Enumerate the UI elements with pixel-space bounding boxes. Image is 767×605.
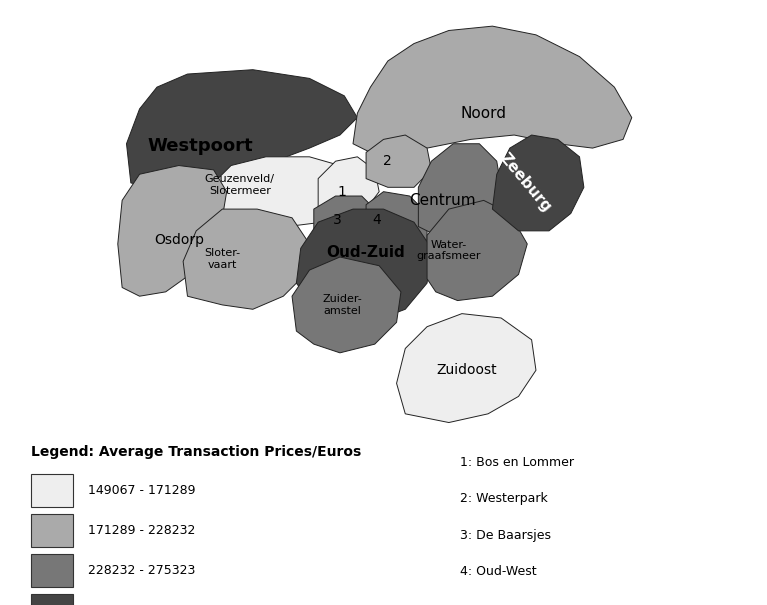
Text: Zuidoost: Zuidoost xyxy=(436,363,496,378)
Polygon shape xyxy=(118,166,227,296)
Text: 4: 4 xyxy=(373,213,381,227)
Polygon shape xyxy=(366,192,427,257)
Polygon shape xyxy=(397,313,536,422)
FancyBboxPatch shape xyxy=(31,514,73,547)
Text: 2: Westerpark: 2: Westerpark xyxy=(460,492,548,505)
FancyBboxPatch shape xyxy=(31,474,73,507)
Text: Osdorp: Osdorp xyxy=(153,232,204,247)
Text: 4: Oud-West: 4: Oud-West xyxy=(460,565,537,578)
Text: Legend: Average Transaction Prices/Euros: Legend: Average Transaction Prices/Euros xyxy=(31,445,361,459)
FancyBboxPatch shape xyxy=(31,594,73,605)
Text: 149067 - 171289: 149067 - 171289 xyxy=(88,484,196,497)
Text: 228232 - 275323: 228232 - 275323 xyxy=(88,564,196,577)
Polygon shape xyxy=(314,196,379,253)
Polygon shape xyxy=(209,157,353,226)
Text: Oud-Zuid: Oud-Zuid xyxy=(327,245,406,260)
Text: 1: 1 xyxy=(337,185,347,198)
Text: Water-
graafsmeer: Water- graafsmeer xyxy=(416,240,481,261)
Text: Westpoort: Westpoort xyxy=(148,137,253,155)
Polygon shape xyxy=(296,209,431,322)
Text: 275323 - 392098: 275323 - 392098 xyxy=(88,604,196,605)
Polygon shape xyxy=(127,70,357,188)
Polygon shape xyxy=(492,135,584,231)
Text: Noord: Noord xyxy=(461,106,507,121)
Text: Zuider-
amstel: Zuider- amstel xyxy=(322,294,362,316)
Text: 1: Bos en Lommer: 1: Bos en Lommer xyxy=(460,456,574,469)
Text: 2: 2 xyxy=(384,154,392,168)
FancyBboxPatch shape xyxy=(31,554,73,587)
Text: Zeeburg: Zeeburg xyxy=(496,151,554,215)
Text: Centrum: Centrum xyxy=(409,193,476,208)
Text: 171289 - 228232: 171289 - 228232 xyxy=(88,524,196,537)
Polygon shape xyxy=(318,157,379,214)
Polygon shape xyxy=(427,200,527,301)
Polygon shape xyxy=(183,209,309,309)
Text: 3: 3 xyxy=(334,213,342,227)
Text: Sloter-
vaart: Sloter- vaart xyxy=(204,249,240,270)
Polygon shape xyxy=(418,144,501,240)
Text: 3: De Baarsjes: 3: De Baarsjes xyxy=(460,529,551,541)
Text: Geuzenveld/
Slotermeer: Geuzenveld/ Slotermeer xyxy=(205,174,275,196)
Polygon shape xyxy=(292,257,401,353)
Polygon shape xyxy=(353,26,632,152)
Polygon shape xyxy=(366,135,431,188)
